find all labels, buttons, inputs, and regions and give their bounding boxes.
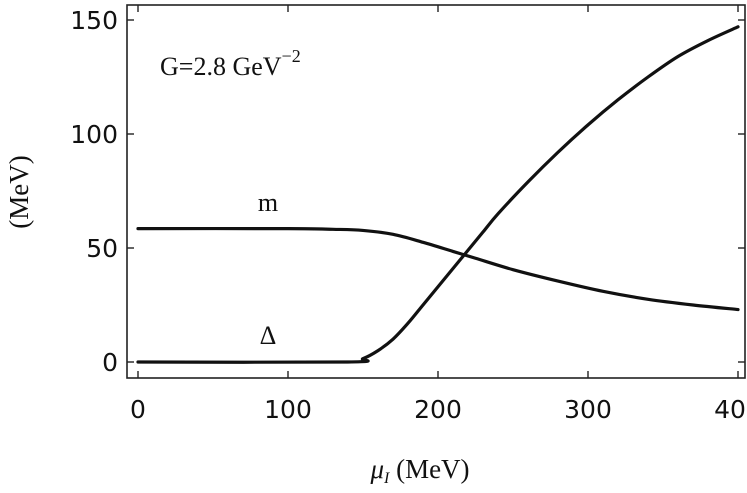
series-line-m	[136, 226, 740, 312]
x-axis-symbol: μ	[369, 454, 384, 484]
y-axis-label: (MeV)	[4, 155, 34, 228]
x-tick-label: 300	[564, 395, 612, 424]
coupling-exponent: −2	[282, 46, 301, 66]
x-tick-label: 200	[414, 395, 462, 424]
y-tick-label: 150	[70, 6, 118, 35]
x-axis-subscript: I	[383, 470, 390, 487]
series-label-m: m	[258, 188, 278, 217]
x-axis-unit: (MeV)	[389, 454, 469, 484]
tick-labels: 0 100 200 300 400 0 50 100 150	[70, 6, 747, 424]
series-label-delta: Δ	[260, 321, 277, 350]
coupling-annotation: G=2.8 GeV−2	[160, 46, 301, 81]
coupling-text: G=2.8 GeV	[160, 52, 282, 81]
x-axis-label: μI (MeV)	[369, 454, 469, 487]
x-tick-label: 400	[714, 395, 747, 424]
y-tick-label: 50	[86, 234, 118, 263]
series-line-delta	[136, 25, 740, 364]
ticks	[127, 5, 745, 378]
y-tick-label: 100	[70, 120, 118, 149]
y-tick-label: 0	[102, 348, 118, 377]
x-tick-label: 0	[130, 395, 146, 424]
curves	[136, 25, 740, 364]
x-tick-label: 100	[264, 395, 312, 424]
plot-frame	[126, 4, 746, 379]
